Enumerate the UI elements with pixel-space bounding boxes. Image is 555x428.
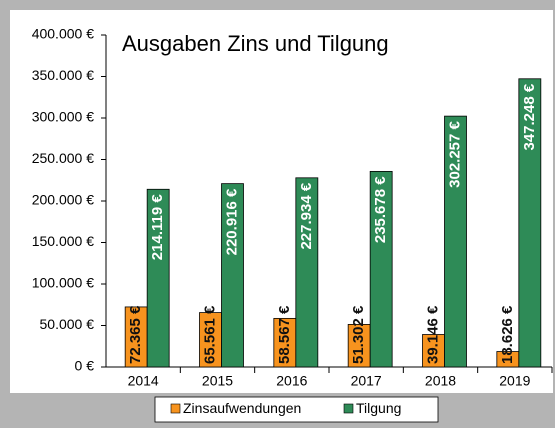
value-label: 235.678 € xyxy=(372,176,389,243)
value-label: 58.567 € xyxy=(276,305,293,364)
y-tick-label: 50.000 € xyxy=(40,316,95,332)
bar xyxy=(146,188,170,368)
legend-swatch xyxy=(343,403,354,414)
y-tick-label: 300.000 € xyxy=(32,109,94,125)
value-label: 227.934 € xyxy=(298,182,315,249)
value-label: 39.146 € xyxy=(424,305,441,364)
value-label: 65.561 € xyxy=(201,305,218,364)
legend-label: Zinsaufwendungen xyxy=(183,400,301,416)
bar xyxy=(518,78,542,368)
x-tick-label: 2015 xyxy=(202,373,233,389)
y-tick-label: 150.000 € xyxy=(32,233,94,249)
legend-swatch xyxy=(170,403,181,414)
y-tick-label: 350.000 € xyxy=(32,67,94,83)
legend-box xyxy=(154,396,439,423)
x-tick-label: 2017 xyxy=(351,373,382,389)
x-tick-label: 2019 xyxy=(499,373,530,389)
y-tick-label: 250.000 € xyxy=(32,150,94,166)
y-tick-label: 0 € xyxy=(75,358,95,374)
value-label: 220.916 € xyxy=(223,188,240,255)
value-label: 72.365 € xyxy=(127,305,144,364)
chart-title: Ausgaben Zins und Tilgung xyxy=(122,31,389,56)
x-tick-label: 2018 xyxy=(425,373,456,389)
x-tick-label: 2014 xyxy=(128,373,159,389)
y-tick-label: 100.000 € xyxy=(32,275,94,291)
y-tick-label: 400.000 € xyxy=(32,26,94,42)
value-label: 214.119 € xyxy=(149,194,166,261)
value-label: 302.257 € xyxy=(446,120,463,187)
legend-label: Tilgung xyxy=(356,400,401,416)
y-tick-label: 200.000 € xyxy=(32,192,94,208)
bar xyxy=(444,115,467,368)
bar xyxy=(295,177,319,368)
value-label: 347.248 € xyxy=(521,83,538,150)
bar xyxy=(369,170,393,368)
value-label: 51.302 € xyxy=(350,305,367,364)
value-label: 18.626 € xyxy=(499,305,516,364)
bar xyxy=(221,183,244,368)
x-tick-label: 2016 xyxy=(276,373,307,389)
